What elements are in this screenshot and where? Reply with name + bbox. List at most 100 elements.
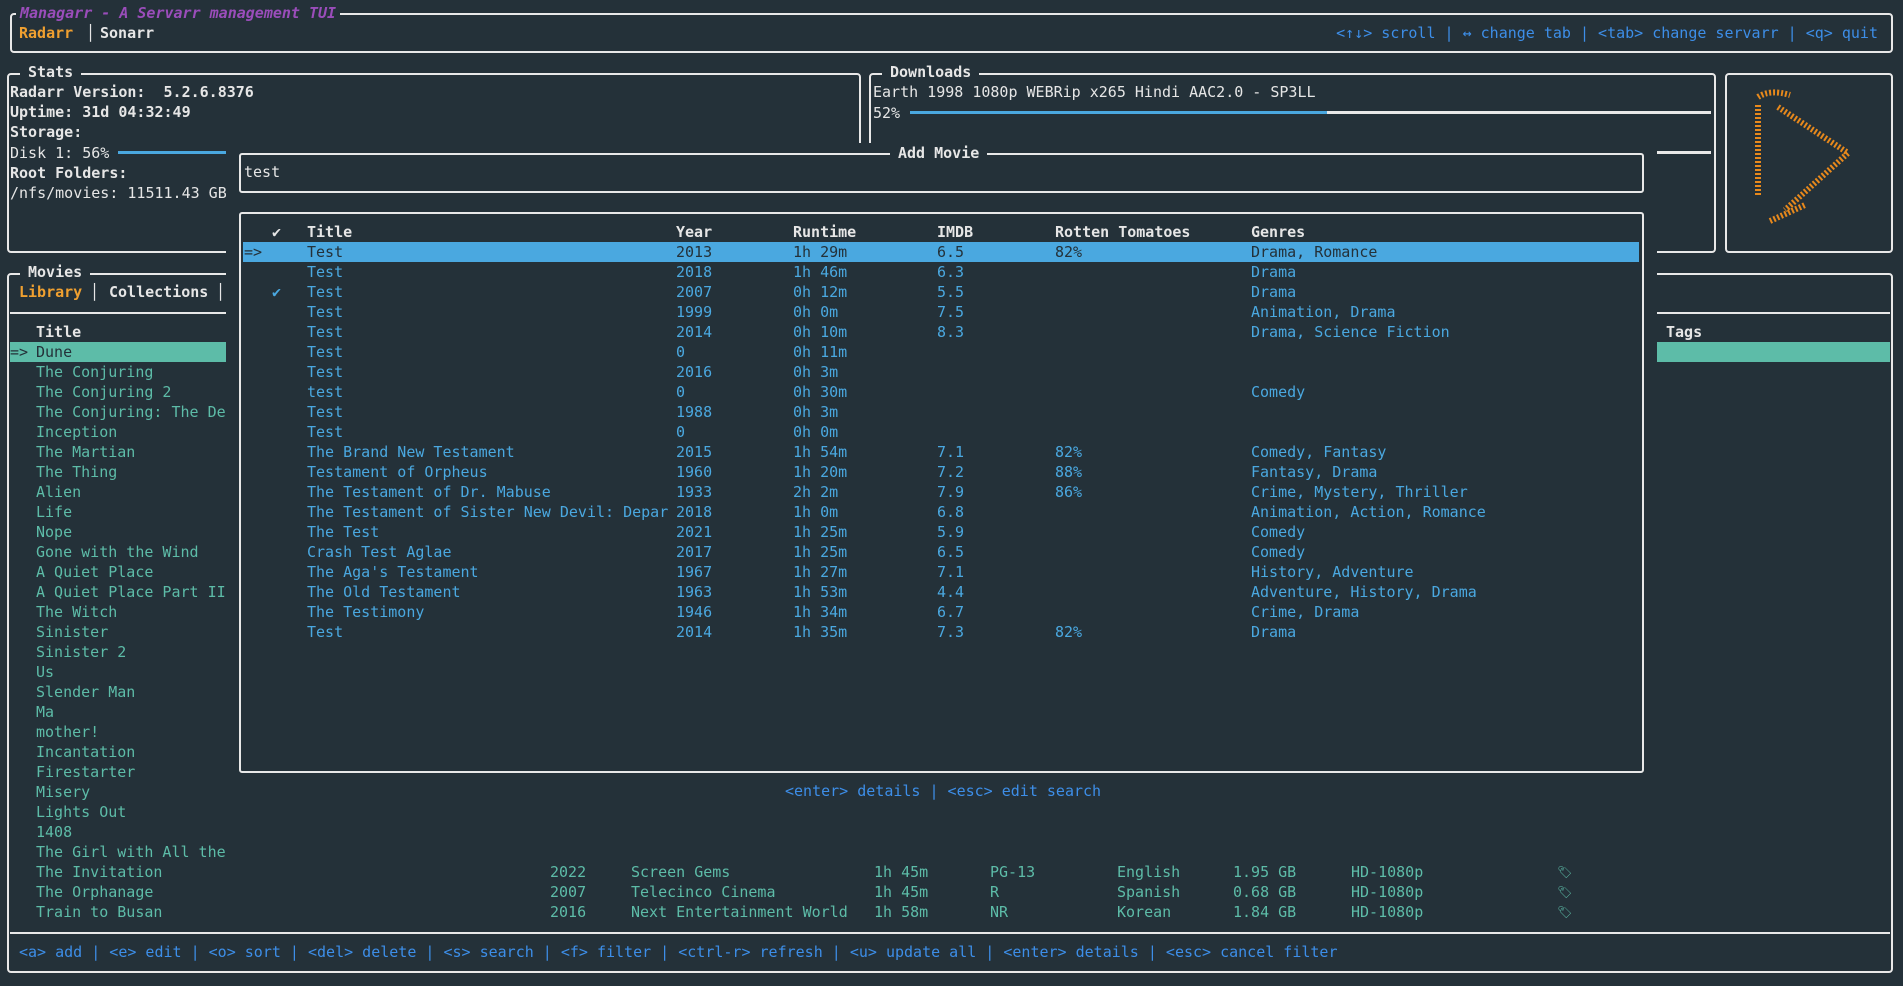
result-title[interactable]: Test [307, 283, 344, 301]
result-title[interactable]: Crash Test Aglae [307, 543, 452, 561]
result-year: 1933 [676, 483, 713, 501]
col-rotten-tomatoes[interactable]: Rotten Tomatoes [1055, 223, 1191, 241]
result-imdb: 6.7 [937, 603, 965, 621]
result-title[interactable]: Testament of Orpheus [307, 463, 488, 481]
result-imdb: 6.3 [937, 263, 965, 281]
result-title[interactable]: Test [307, 243, 344, 261]
library-row-title[interactable]: Incantation [36, 743, 136, 761]
result-title[interactable]: The Old Testament [307, 583, 461, 601]
library-row-title[interactable]: Inception [36, 423, 118, 441]
results-selected-marker: => [244, 243, 263, 261]
library-row-title[interactable]: Ma [36, 703, 55, 721]
library-row-quality: HD-1080p [1351, 903, 1424, 921]
library-row-title[interactable]: The Thing [36, 463, 118, 481]
result-runtime: 1h 27m [793, 563, 848, 581]
tab-collections[interactable]: Collections [109, 283, 209, 301]
library-row-studio: Telecinco Cinema [631, 883, 776, 901]
library-row-title[interactable]: Sinister 2 [36, 643, 127, 661]
result-runtime: 1h 20m [793, 463, 848, 481]
library-row-title[interactable]: Nope [36, 523, 73, 541]
radarr-logo-icon [1755, 89, 1853, 224]
movies-title: Movies [20, 262, 91, 282]
add-movie-search-input[interactable]: test [244, 163, 281, 181]
tab-radarr[interactable]: Radarr [19, 24, 74, 42]
result-title[interactable]: Test [307, 363, 344, 381]
result-title[interactable]: Test [307, 623, 344, 641]
library-row-title[interactable]: Firestarter [36, 763, 136, 781]
result-genres: Drama [1251, 263, 1297, 281]
movies-help-divider [10, 932, 1890, 934]
result-runtime: 0h 3m [793, 403, 839, 421]
library-row-title[interactable]: Misery [36, 783, 91, 801]
library-row-title[interactable]: The Conjuring [36, 363, 154, 381]
result-imdb: 7.1 [937, 443, 965, 461]
library-row-studio: Screen Gems [631, 863, 731, 881]
library-row-title[interactable]: 1408 [36, 823, 73, 841]
add-movie-help: <enter> details | <esc> edit search [785, 782, 1102, 800]
result-title[interactable]: The Test [307, 523, 380, 541]
result-genres: Drama [1251, 623, 1297, 641]
library-row-title[interactable]: The Orphanage [36, 883, 154, 901]
library-row-title[interactable]: Gone with the Wind [36, 543, 199, 561]
root-folders-label: Root Folders: [10, 164, 128, 182]
result-imdb: 4.4 [937, 583, 965, 601]
library-row-title[interactable]: Slender Man [36, 683, 136, 701]
result-rt: 86% [1055, 483, 1083, 501]
library-row-title[interactable]: The Invitation [36, 863, 163, 881]
library-row-title[interactable]: A Quiet Place Part II [36, 583, 226, 601]
result-runtime: 0h 0m [793, 423, 839, 441]
result-title[interactable]: Test [307, 343, 344, 361]
library-row-title[interactable]: The Conjuring: The De [36, 403, 226, 421]
library-row-title[interactable]: Lights Out [36, 803, 127, 821]
col-imdb[interactable]: IMDB [937, 223, 974, 241]
result-genres: Comedy [1251, 523, 1306, 541]
result-year: 2016 [676, 363, 713, 381]
movies-tab-divider: │ [90, 283, 100, 301]
result-title[interactable]: Test [307, 403, 344, 421]
result-title[interactable]: The Testament of Sister New Devil: Depar [307, 503, 669, 521]
result-imdb: 5.9 [937, 523, 965, 541]
library-row-title[interactable]: Alien [36, 483, 82, 501]
library-row-title[interactable]: Us [36, 663, 55, 681]
library-row-year: 2016 [550, 903, 587, 921]
result-title[interactable]: Test [307, 263, 344, 281]
tab-library[interactable]: Library [19, 283, 83, 301]
library-row-language: Spanish [1117, 883, 1181, 901]
tab-sonarr[interactable]: Sonarr [100, 24, 155, 42]
library-row-title[interactable]: Train to Busan [36, 903, 163, 921]
result-imdb: 6.5 [937, 243, 965, 261]
result-year: 2014 [676, 323, 713, 341]
library-row-title[interactable]: Dune [36, 343, 73, 361]
monitored-bookmark-icon: 🏷 [1557, 905, 1573, 919]
result-genres: Comedy, Fantasy [1251, 443, 1387, 461]
result-runtime: 0h 0m [793, 303, 839, 321]
col-genres[interactable]: Genres [1251, 223, 1306, 241]
result-title[interactable]: Test [307, 323, 344, 341]
library-row-title[interactable]: Life [36, 503, 73, 521]
library-row-title[interactable]: A Quiet Place [36, 563, 154, 581]
result-title[interactable]: Test [307, 303, 344, 321]
result-title[interactable]: The Testimony [307, 603, 425, 621]
result-imdb: 6.5 [937, 543, 965, 561]
col-runtime[interactable]: Runtime [793, 223, 857, 241]
library-row-title[interactable]: The Conjuring 2 [36, 383, 172, 401]
result-title[interactable]: The Brand New Testament [307, 443, 515, 461]
result-title[interactable]: The Testament of Dr. Mabuse [307, 483, 551, 501]
library-row-title[interactable]: The Martian [36, 443, 136, 461]
col-title[interactable]: Title [307, 223, 353, 241]
radarr-version: Radarr Version: 5.2.6.8376 [10, 83, 254, 101]
library-row-language: Korean [1117, 903, 1172, 921]
library-row-title[interactable]: Sinister [36, 623, 109, 641]
library-row-runtime: 1h 58m [874, 903, 929, 921]
col-year[interactable]: Year [676, 223, 713, 241]
library-row-title[interactable]: mother! [36, 723, 100, 741]
results-selected-row[interactable] [243, 242, 1639, 262]
library-row-title[interactable]: The Witch [36, 603, 118, 621]
library-row-title[interactable]: The Girl with All the [36, 843, 226, 861]
result-rt: 82% [1055, 443, 1083, 461]
result-title[interactable]: The Aga's Testament [307, 563, 479, 581]
result-title[interactable]: test [307, 383, 344, 401]
monitored-bookmark-icon: 🏷 [1557, 885, 1573, 899]
result-title[interactable]: Test [307, 423, 344, 441]
result-genres: Drama, Science Fiction [1251, 323, 1450, 341]
